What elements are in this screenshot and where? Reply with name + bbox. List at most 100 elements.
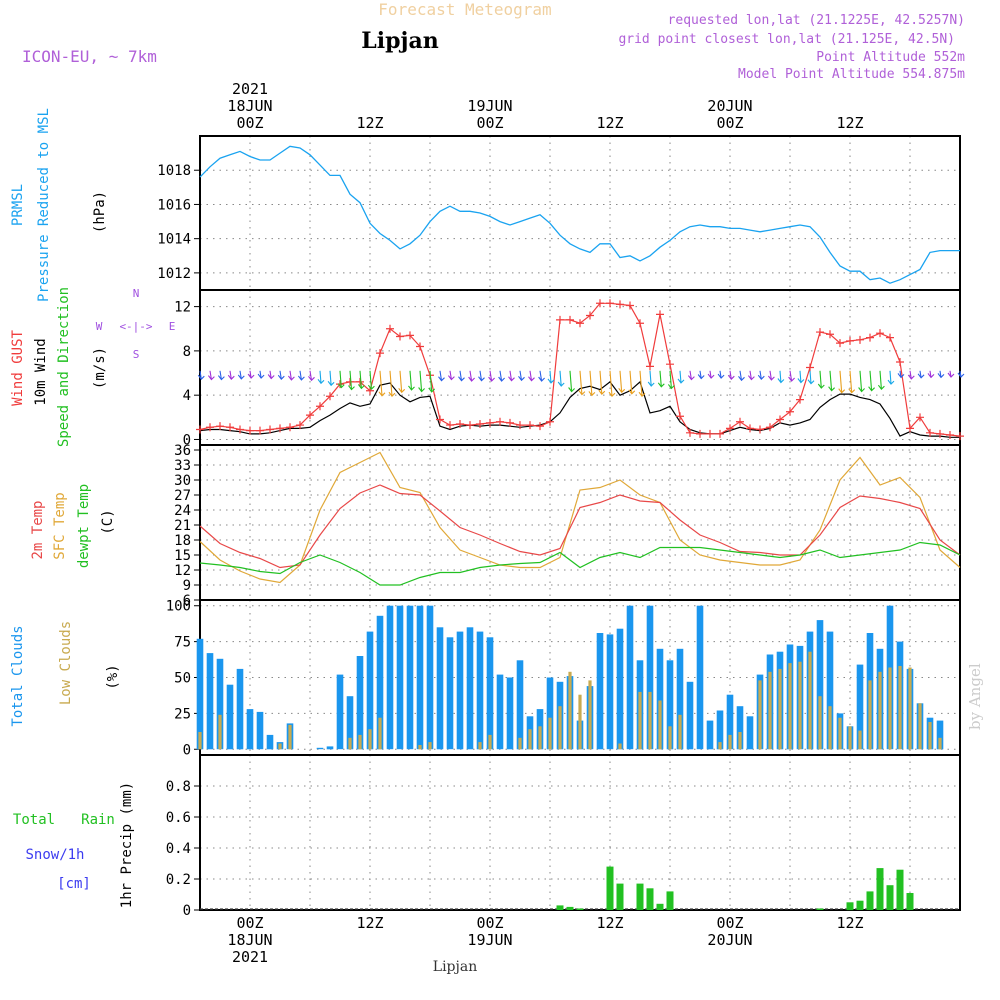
wind-direction-arrow <box>957 370 965 378</box>
low-cloud-bar <box>668 726 672 750</box>
wind-gust-point <box>586 311 594 320</box>
wind-direction-arrow <box>398 370 406 394</box>
total-cloud-bar <box>656 648 664 750</box>
wind-gust-point <box>416 342 424 351</box>
wind-direction-arrow <box>538 370 545 382</box>
rain-bar <box>876 868 884 910</box>
dir-key-e: E <box>169 320 176 333</box>
wind-gust-point <box>826 330 834 339</box>
low-cloud-bar <box>348 737 352 750</box>
time-label: 18JUN <box>227 931 272 949</box>
rain-bar <box>886 885 894 910</box>
wind-direction-arrow <box>297 370 305 381</box>
rain-bar <box>906 893 914 910</box>
total-cloud-bar <box>406 605 414 750</box>
temp-2m-line <box>199 484 961 569</box>
time-label: 00Z <box>716 914 743 932</box>
total-cloud-bar <box>856 664 864 750</box>
wind-direction-arrow <box>618 370 626 394</box>
y-tick-label: 0.8 <box>166 779 191 795</box>
rain-bar <box>556 905 564 910</box>
wind-direction-arrow <box>367 370 375 391</box>
wind-gust-point <box>296 421 304 430</box>
total-cloud-bar <box>616 628 624 750</box>
wind-direction-arrow <box>828 370 835 392</box>
wind-gust-point <box>396 332 404 341</box>
total-cloud-bar <box>346 696 354 750</box>
wind-gust-point <box>646 362 654 371</box>
pressure-series-line <box>199 145 960 284</box>
total-cloud-bar <box>266 734 274 750</box>
wind-gust-point <box>956 432 964 441</box>
rain-bar <box>866 891 874 910</box>
low-cloud-bar <box>918 703 922 750</box>
low-cloud-bar <box>568 671 572 750</box>
pressure-panel: 1012 1014 1016 1018 <box>157 135 961 291</box>
wind-direction-arrow <box>747 370 755 381</box>
rain-bar <box>606 866 614 910</box>
wind-direction-arrow <box>947 370 955 378</box>
wind-gust-point <box>666 360 674 369</box>
footer-location: Lipjan <box>433 959 477 975</box>
wind-direction-arrow <box>447 370 455 381</box>
wind-direction-arrow <box>348 370 355 391</box>
wind-gust-point <box>726 424 734 433</box>
y-tick-label: 24 <box>174 503 191 519</box>
rain-bar <box>896 869 904 910</box>
total-cloud-bar <box>546 677 554 750</box>
wind-gust-point <box>406 331 414 340</box>
low-cloud-bar <box>648 691 652 750</box>
wind-direction-arrow <box>237 370 245 380</box>
total-cloud-bar <box>596 633 604 750</box>
wind-label-direction: Speed and Direction <box>56 287 72 447</box>
y-tick-label: 0 <box>183 432 191 448</box>
wind-direction-arrow <box>197 370 205 381</box>
time-label: 18JUN <box>227 97 272 115</box>
wind-direction-arrow <box>628 370 636 395</box>
total-cloud-bar <box>686 681 694 750</box>
time-label: 00Z <box>476 914 503 932</box>
wind-gust-point <box>236 425 244 434</box>
wind-direction-arrow <box>547 370 555 384</box>
dir-key-n: N <box>133 287 140 300</box>
total-cloud-bar <box>736 706 744 750</box>
precip-label-cm: [cm] <box>57 876 91 892</box>
credit-watermark: by Angel <box>966 663 984 730</box>
wind-direction-arrow <box>838 370 846 394</box>
total-cloud-bar <box>426 605 434 750</box>
y-tick-label: 30 <box>174 473 191 489</box>
wind-direction-arrow <box>897 370 905 379</box>
low-cloud-bar <box>768 671 772 750</box>
low-cloud-bar <box>618 743 622 750</box>
wind-gust-point <box>546 417 554 426</box>
wind-unit: (m/s) <box>92 347 108 389</box>
total-cloud-bar <box>316 747 324 750</box>
total-cloud-bar <box>236 668 244 750</box>
wind-gust-point <box>516 421 524 430</box>
low-cloud-bar <box>368 729 372 750</box>
wind-direction-arrow <box>498 370 505 382</box>
wind-gust-point <box>486 418 494 427</box>
wind-gust-point <box>536 422 544 431</box>
time-label: 19JUN <box>467 931 512 949</box>
y-tick-label: 0.4 <box>166 841 191 857</box>
wind-gust-point <box>906 424 914 433</box>
temp-label-2m: 2m Temp <box>30 500 46 559</box>
y-tick-label: 4 <box>183 388 191 404</box>
model-label: ICON-EU, ~ 7km <box>22 47 157 66</box>
wind-gust-point <box>776 415 784 424</box>
y-tick-label: 1018 <box>157 163 191 179</box>
rain-bar <box>846 902 854 911</box>
wind-gust-point <box>316 402 324 411</box>
wind-direction-arrow <box>308 370 315 382</box>
wind-direction-arrow <box>697 370 705 380</box>
low-cloud-bar <box>898 666 902 750</box>
wind-gust-point <box>876 329 884 338</box>
rain-bar <box>666 891 674 910</box>
wind-gust-point <box>766 423 774 432</box>
low-cloud-bar <box>518 737 522 750</box>
wind-gust-point <box>356 377 364 386</box>
wind-gust-point <box>926 428 934 437</box>
